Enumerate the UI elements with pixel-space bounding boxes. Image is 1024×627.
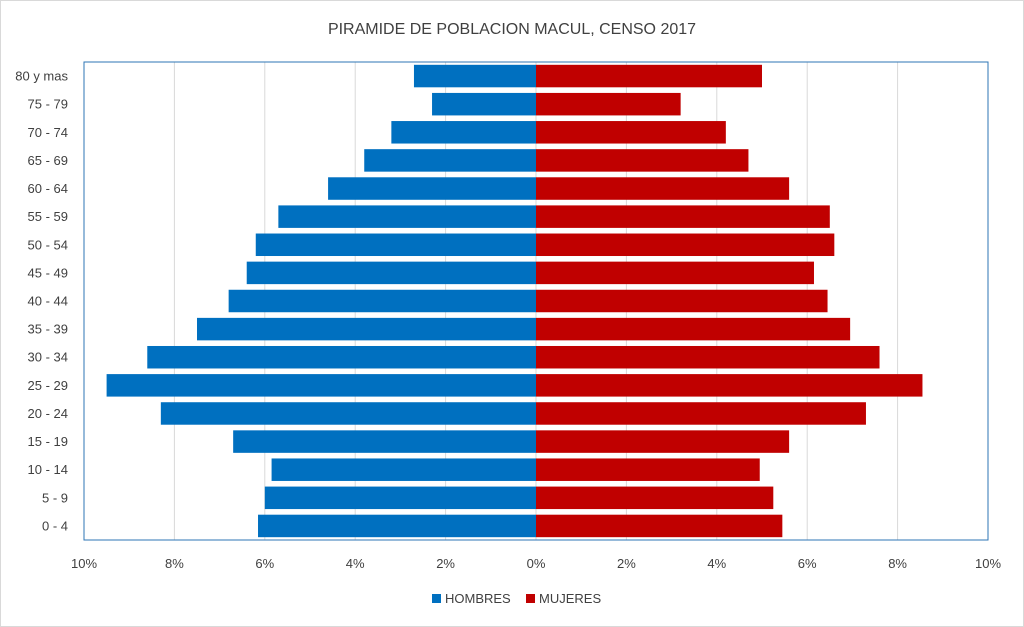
bar-mujeres xyxy=(536,345,880,369)
bar-mujeres xyxy=(536,233,835,257)
bar-mujeres xyxy=(536,430,790,453)
legend-swatch xyxy=(432,594,441,603)
x-tick-label: 2% xyxy=(436,556,455,571)
legend-label: MUJERES xyxy=(539,591,601,606)
bar-hombres xyxy=(246,261,536,285)
category-label: 75 - 79 xyxy=(28,97,68,112)
bar-mujeres xyxy=(536,64,762,88)
bar-hombres xyxy=(264,486,536,510)
bar-hombres xyxy=(391,121,536,144)
category-label: 45 - 49 xyxy=(28,265,68,280)
legend: HOMBRES MUJERES xyxy=(432,591,601,606)
category-label: 15 - 19 xyxy=(28,434,68,449)
bar-hombres xyxy=(160,402,536,425)
x-tick-label: 6% xyxy=(255,556,274,571)
x-tick-label: 4% xyxy=(707,556,726,571)
category-label: 10 - 14 xyxy=(28,462,68,477)
category-label: 0 - 4 xyxy=(42,518,68,533)
bar-mujeres xyxy=(536,177,790,200)
category-label: 20 - 24 xyxy=(28,406,68,421)
bar-hombres xyxy=(271,458,536,481)
category-label: 70 - 74 xyxy=(28,125,68,140)
category-label: 55 - 59 xyxy=(28,209,68,224)
bar-hombres xyxy=(432,92,536,116)
bar-hombres xyxy=(255,233,536,257)
bar-hombres xyxy=(106,374,536,397)
category-label: 80 y mas xyxy=(15,69,68,84)
bars xyxy=(106,64,923,538)
bar-mujeres xyxy=(536,289,828,313)
x-axis-tick-labels: 10% 8% 6% 4% 2% 0% 2% 4% 6% 8% 10% xyxy=(71,556,1001,571)
category-label: 35 - 39 xyxy=(28,322,68,337)
bar-mujeres xyxy=(536,149,749,172)
x-tick-label: 0% xyxy=(527,556,546,571)
bar-hombres xyxy=(278,205,536,228)
plot-area-border xyxy=(83,61,989,541)
x-tick-label: 8% xyxy=(888,556,907,571)
x-tick-label: 2% xyxy=(617,556,636,571)
x-tick-label: 10% xyxy=(71,556,97,571)
bar-mujeres xyxy=(536,317,851,341)
bar-mujeres xyxy=(536,514,783,538)
bar-hombres xyxy=(328,177,536,200)
legend-label: HOMBRES xyxy=(445,591,511,606)
category-label: 60 - 64 xyxy=(28,181,68,196)
category-label: 30 - 34 xyxy=(28,350,68,365)
bar-hombres xyxy=(364,149,536,172)
x-tick-label: 6% xyxy=(798,556,817,571)
bar-hombres xyxy=(258,514,536,538)
bar-mujeres xyxy=(536,261,814,285)
category-label: 65 - 69 xyxy=(28,153,68,168)
bar-hombres xyxy=(233,430,536,453)
category-label: 40 - 44 xyxy=(28,294,68,309)
bar-hombres xyxy=(197,317,536,341)
bar-mujeres xyxy=(536,374,923,397)
bar-mujeres xyxy=(536,458,760,481)
bar-hombres xyxy=(413,64,536,88)
chart-title: PIRAMIDE DE POBLACION MACUL, CENSO 2017 xyxy=(328,21,696,38)
bar-mujeres xyxy=(536,486,774,510)
legend-swatch xyxy=(526,594,535,603)
bar-mujeres xyxy=(536,205,830,228)
bar-mujeres xyxy=(536,402,866,425)
category-label: 25 - 29 xyxy=(28,378,68,393)
x-tick-label: 8% xyxy=(165,556,184,571)
category-label: 50 - 54 xyxy=(28,237,68,252)
bar-hombres xyxy=(228,289,536,313)
bar-mujeres xyxy=(536,92,681,116)
category-label: 5 - 9 xyxy=(42,490,68,505)
category-labels: 80 y mas 75 - 79 70 - 74 65 - 69 60 - 64 55 -… xyxy=(15,69,68,534)
x-tick-label: 4% xyxy=(346,556,365,571)
bar-hombres xyxy=(147,345,536,369)
x-tick-label: 10% xyxy=(975,556,1001,571)
bar-mujeres xyxy=(536,121,726,144)
